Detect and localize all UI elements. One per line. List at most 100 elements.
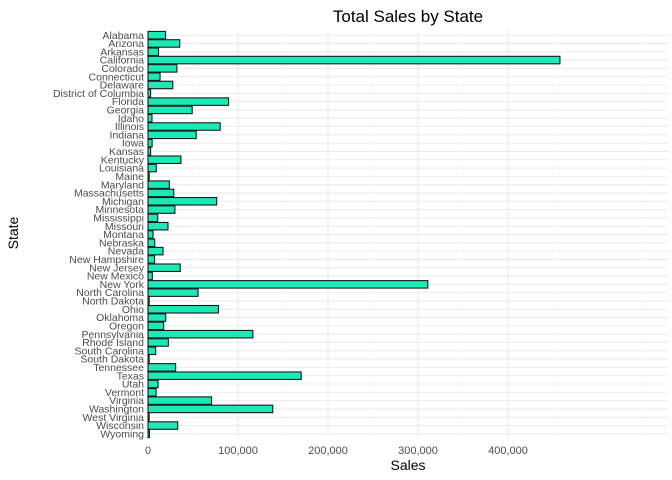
- y-axis-tick-labels: AlabamaArizonaArkansasCaliforniaColorado…: [53, 30, 145, 441]
- y-tick-label: Missouri: [105, 221, 144, 233]
- y-tick-label: Iowa: [122, 138, 144, 150]
- bar-west-virginia: [147, 412, 150, 422]
- bar-ohio: [147, 304, 220, 314]
- y-tick-label: Connecticut: [89, 71, 145, 83]
- bar-michigan: [147, 196, 218, 206]
- y-tick-label: Mississippi: [93, 212, 144, 224]
- bar-maryland: [147, 180, 170, 189]
- y-tick-label: New Jersey: [89, 262, 145, 274]
- y-tick-label: New Mexico: [87, 271, 144, 283]
- bar-pennsylvania: [147, 329, 254, 339]
- y-tick-label: Colorado: [101, 63, 144, 75]
- y-tick-label: Vermont: [105, 387, 144, 399]
- bar-maine: [147, 172, 150, 181]
- chart-title: Total Sales by State: [333, 7, 483, 26]
- y-tick-label: North Carolina: [76, 287, 144, 299]
- y-tick-label: Maine: [115, 171, 144, 183]
- y-tick-label: Alabama: [103, 30, 145, 42]
- bar-illinois: [147, 122, 221, 131]
- x-axis-tick-labels: 0 100,000 200,000 300,000 400,000: [145, 445, 528, 457]
- y-tick-label: Oklahoma: [96, 312, 144, 324]
- x-tick-label: 300,000: [398, 445, 438, 457]
- bar-kentucky: [147, 155, 182, 165]
- bar-south-carolina: [147, 346, 157, 356]
- bar-new-jersey: [147, 263, 181, 273]
- y-tick-label: Delaware: [100, 80, 145, 92]
- y-tick-label: Idaho: [118, 113, 144, 125]
- bar-wyoming: [147, 429, 150, 439]
- bar-north-dakota: [147, 296, 150, 306]
- y-tick-label: New Hampshire: [69, 254, 144, 266]
- bar-oklahoma: [147, 313, 167, 322]
- bar-new-mexico: [147, 271, 153, 281]
- bar-texas: [147, 371, 302, 380]
- y-tick-label: Utah: [122, 379, 144, 391]
- bar-alabama: [147, 30, 167, 40]
- gridlines: [147, 31, 668, 438]
- x-axis-title: Sales: [390, 457, 425, 473]
- y-tick-label: Oregon: [109, 320, 144, 332]
- bar-south-dakota: [147, 354, 150, 364]
- bars: [147, 30, 561, 439]
- y-tick-label: Texas: [117, 370, 144, 382]
- bar-washington: [147, 404, 274, 414]
- bar-iowa: [147, 138, 153, 148]
- bar-missouri: [147, 221, 169, 231]
- y-tick-label: Tennessee: [93, 362, 144, 374]
- bar-louisiana: [147, 163, 157, 173]
- x-tick-label: 200,000: [308, 445, 348, 457]
- bar-montana: [147, 230, 154, 239]
- y-tick-label: Arkansas: [100, 46, 144, 58]
- bar-indiana: [147, 130, 197, 140]
- bar-nebraska: [147, 238, 156, 248]
- y-tick-label: Florida: [112, 96, 144, 108]
- y-tick-label: South Carolina: [75, 345, 145, 357]
- bar-georgia: [147, 105, 193, 115]
- y-tick-label: South Dakota: [80, 354, 144, 366]
- bar-nevada: [147, 246, 164, 256]
- bar-arizona: [147, 39, 181, 48]
- x-tick-label: 400,000: [488, 445, 528, 457]
- y-tick-label: Pennsylvania: [82, 329, 145, 341]
- bar-tennessee: [147, 363, 177, 372]
- y-tick-label: North Dakota: [82, 296, 144, 308]
- bar-vermont: [147, 388, 157, 397]
- y-tick-label: Kentucky: [101, 154, 145, 166]
- bar-wisconsin: [147, 421, 179, 430]
- bar-new-hampshire: [147, 255, 156, 264]
- y-tick-label: New York: [100, 279, 145, 291]
- y-tick-label: California: [100, 55, 145, 67]
- y-tick-label: Massachusetts: [74, 188, 144, 200]
- y-tick-label: Illinois: [115, 121, 144, 133]
- bar-mississippi: [147, 213, 159, 223]
- y-tick-label: Michigan: [102, 196, 144, 208]
- bar-virginia: [147, 396, 213, 405]
- y-tick-label: Maryland: [101, 179, 144, 191]
- bar-california: [147, 55, 561, 65]
- y-tick-label: Rhode Island: [82, 337, 144, 349]
- bar-district-of-columbia: [147, 89, 152, 98]
- y-tick-label: Louisiana: [99, 163, 144, 175]
- bar-arkansas: [147, 47, 160, 57]
- y-tick-label: West Virginia: [83, 412, 145, 424]
- bar-north-carolina: [147, 288, 199, 297]
- y-tick-label: Nebraska: [99, 237, 144, 249]
- bar-oregon: [147, 321, 165, 331]
- bar-idaho: [147, 113, 153, 123]
- bar-minnesota: [147, 205, 176, 214]
- bar-florida: [147, 97, 230, 106]
- y-tick-label: District of Columbia: [53, 88, 144, 100]
- bar-new-york: [147, 280, 429, 289]
- y-tick-label: Arizona: [108, 38, 144, 50]
- x-tick-label: 0: [145, 445, 151, 457]
- bar-colorado: [147, 64, 178, 73]
- y-axis-title: State: [5, 216, 21, 249]
- y-tick-label: Wyoming: [100, 428, 144, 440]
- bar-utah: [147, 379, 159, 389]
- y-tick-label: Wisconsin: [96, 420, 144, 432]
- bar-rhode-island: [147, 338, 169, 347]
- y-tick-label: Virginia: [109, 395, 144, 407]
- y-tick-label: Washington: [89, 404, 144, 416]
